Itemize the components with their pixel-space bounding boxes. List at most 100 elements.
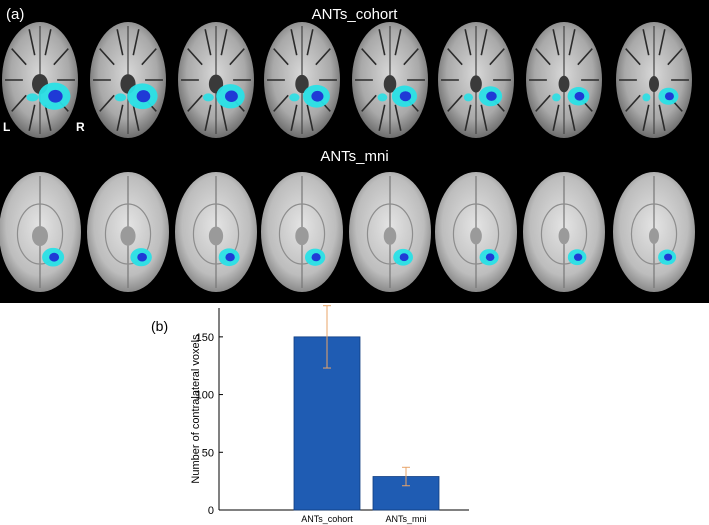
overlay-core: [225, 253, 235, 262]
brain-slice: [526, 22, 602, 138]
sulcus-line: [306, 29, 314, 56]
sulcus-line: [394, 104, 402, 131]
sulcus-line: [378, 104, 386, 131]
overlay-region-small: [463, 93, 473, 102]
overlay-core: [225, 90, 238, 102]
sulcus-line: [132, 104, 140, 131]
row-ants-mni-slices: [0, 172, 695, 292]
brain-slice: [178, 22, 254, 138]
sulcus-line: [306, 104, 314, 131]
overlay-core: [137, 252, 147, 262]
overlay-core: [574, 91, 585, 101]
sulcus-line: [447, 48, 463, 66]
sulcus-line: [625, 94, 641, 112]
brain-slice: [613, 172, 695, 292]
brain-slice: [349, 172, 431, 292]
central-structure: [208, 226, 224, 246]
sulcus-line: [116, 104, 124, 131]
overlay-core: [49, 252, 60, 262]
overlay-region-small: [377, 93, 388, 102]
overlay-core: [573, 253, 583, 261]
sulcus-line: [290, 104, 298, 131]
central-structure: [558, 75, 570, 93]
central-structure: [120, 226, 136, 246]
sulcus-line: [625, 48, 641, 66]
overlay-region-small: [202, 93, 214, 102]
x-tick-label: ANTs_mni: [385, 514, 426, 524]
sulcus-line: [53, 48, 69, 66]
central-structure: [470, 75, 482, 93]
sulcus-line: [552, 104, 560, 131]
orientation-left-label: L: [3, 120, 11, 134]
ventricle-outline: [16, 203, 64, 265]
overlay-core: [664, 253, 673, 261]
central-structure: [649, 228, 659, 244]
sulcus-line: [187, 94, 203, 112]
sulcus-line: [378, 29, 386, 56]
ventricle-outline: [452, 203, 500, 265]
y-tick-label: 0: [208, 505, 214, 517]
sulcus-line: [568, 104, 576, 131]
sulcus-line: [361, 48, 377, 66]
overlay-region-small: [552, 93, 561, 102]
x-tick-label: ANTs_cohort: [301, 514, 353, 524]
brain-slice: [87, 172, 169, 292]
sulcus-line: [229, 48, 245, 66]
brain-slice: [523, 172, 605, 292]
sulcus-line: [535, 48, 551, 66]
overlay-region-small: [26, 93, 39, 102]
sulcus-line: [535, 94, 551, 112]
sulcus-line: [273, 94, 289, 112]
sulcus-line: [141, 48, 157, 66]
overlay-core: [486, 91, 497, 101]
ventricle-outline: [278, 203, 326, 265]
ventricle-outline: [540, 203, 588, 265]
central-structure: [470, 227, 482, 245]
sulcus-line: [642, 104, 650, 131]
overlay-region-small: [642, 93, 651, 102]
sulcus-line: [489, 48, 505, 66]
panel-b-bar-chart: (b) 0 50 100 150 Number of contralateral vox…: [0, 303, 709, 525]
sulcus-line: [394, 29, 402, 56]
sulcus-line: [273, 48, 289, 66]
overlay-core: [485, 253, 495, 262]
ventricle-outline: [104, 203, 152, 265]
ventricle-outline: [366, 203, 414, 265]
ventricle-outline: [192, 203, 240, 265]
brain-slice: [175, 172, 257, 292]
sulcus-line: [361, 94, 377, 112]
sulcus-line: [44, 104, 52, 131]
sulcus-line: [667, 48, 683, 66]
sulcus-line: [11, 94, 27, 112]
sulcus-line: [220, 104, 228, 131]
sulcus-line: [480, 104, 488, 131]
panel-a-brain-slices: (a) ANTs_cohort ANTs_mni L R: [0, 0, 709, 303]
sulcus-line: [116, 29, 124, 56]
overlay-core: [48, 89, 63, 103]
sulcus-line: [464, 29, 472, 56]
sulcus-line: [187, 48, 203, 66]
y-tick-label: 50: [202, 447, 214, 459]
brain-slice: [0, 172, 81, 292]
brain-slice: [261, 172, 343, 292]
row-title-ants-mni: ANTs_mni: [320, 148, 389, 165]
brain-slice: [616, 22, 692, 138]
sulcus-line: [552, 29, 560, 56]
panel-b-label: (b): [151, 318, 169, 334]
central-structure: [295, 74, 309, 94]
overlay-core: [399, 91, 412, 102]
overlay-core: [399, 253, 409, 262]
sulcus-line: [642, 29, 650, 56]
sulcus-line: [447, 94, 463, 112]
orientation-right-label: R: [76, 120, 85, 134]
sulcus-line: [290, 29, 298, 56]
panel-a-label: (a): [6, 6, 25, 23]
y-tick-label: 100: [196, 390, 214, 402]
row-ants-cohort-slices: [2, 22, 692, 138]
sulcus-line: [99, 94, 115, 112]
brain-slice: [90, 22, 166, 138]
central-structure: [649, 76, 659, 92]
sulcus-line: [220, 29, 228, 56]
sulcus-line: [403, 48, 419, 66]
sulcus-line: [315, 48, 331, 66]
